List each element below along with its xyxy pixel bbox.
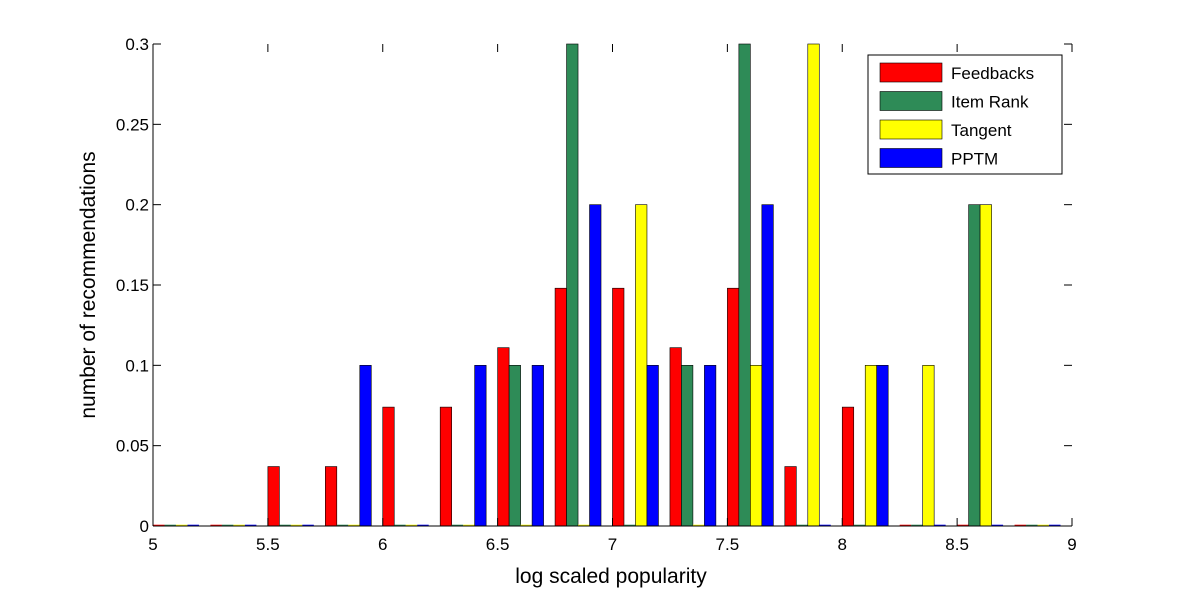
- bar-pptm: [589, 204, 602, 527]
- bar-feedbacks: [612, 287, 625, 527]
- axes: 5 5.5 6 6.5 7 7.5 8 8.5 9 0 0.05 0.1 0.15 0.2 0.25 0.3: [116, 35, 1077, 554]
- bar-item-rank: [508, 365, 521, 527]
- bar-tangent: [922, 365, 935, 527]
- x-tick-label: 8: [838, 535, 847, 554]
- bar-item-rank: [738, 43, 751, 527]
- y-tick-label: 0.05: [116, 437, 149, 456]
- bar-tangent: [807, 43, 820, 527]
- x-tick-label: 6: [378, 535, 387, 554]
- x-tick-label: 7.5: [716, 535, 740, 554]
- bar-feedbacks: [325, 466, 338, 527]
- bar-tangent: [750, 365, 763, 527]
- legend-label-pptm: PPTM: [951, 150, 998, 169]
- y-tick-label: 0.1: [125, 356, 149, 375]
- bar-pptm: [646, 365, 659, 527]
- legend-label-tangent: Tangent: [951, 121, 1012, 140]
- y-tick-label: 0.3: [125, 35, 149, 54]
- bar-pptm: [474, 365, 487, 527]
- bar-feedbacks: [439, 406, 452, 527]
- bar-feedbacks: [727, 287, 740, 527]
- bar-feedbacks: [784, 466, 797, 527]
- legend-swatch-pptm: [879, 148, 943, 168]
- x-tick-label: 6.5: [486, 535, 510, 554]
- bar-feedbacks: [841, 406, 855, 527]
- bar-tangent: [635, 204, 648, 527]
- bar-feedbacks: [497, 347, 510, 527]
- x-tick-label: 5: [148, 535, 157, 554]
- bar-pptm: [761, 204, 774, 527]
- y-tick-label: 0.2: [125, 196, 149, 215]
- bar-pptm: [704, 365, 717, 527]
- legend: Feedbacks Item Rank Tangent PPTM: [867, 54, 1063, 175]
- legend-swatch-feedbacks: [879, 62, 943, 83]
- y-tick-label: 0.25: [116, 115, 149, 134]
- bar-feedbacks: [669, 347, 682, 527]
- x-tick-label: 9: [1067, 535, 1076, 554]
- bar-feedbacks: [267, 466, 280, 527]
- legend-label-item-rank: Item Rank: [951, 93, 1029, 112]
- bar-item-rank: [968, 204, 981, 527]
- bar-pptm: [531, 365, 544, 527]
- y-axis-label: number of recommendations: [77, 151, 100, 418]
- bar-tangent: [979, 204, 992, 527]
- y-tick-label: 0: [140, 517, 149, 536]
- x-tick-label: 7: [608, 535, 617, 554]
- bar-pptm: [359, 365, 372, 527]
- bar-item-rank: [681, 365, 694, 527]
- legend-swatch-item-rank: [879, 91, 943, 111]
- x-axis-label: log scaled popularity: [515, 565, 707, 588]
- bar-feedbacks: [554, 287, 567, 527]
- legend-swatch-tangent: [879, 119, 943, 140]
- legend-label-feedbacks: Feedbacks: [951, 64, 1034, 83]
- bar-item-rank: [566, 43, 579, 527]
- x-tick-label: 8.5: [945, 535, 969, 554]
- x-tick-label: 5.5: [256, 535, 280, 554]
- y-tick-label: 0.15: [116, 276, 149, 295]
- bar-pptm: [876, 365, 889, 527]
- bar-tangent: [864, 365, 878, 527]
- bar-feedbacks: [382, 406, 395, 527]
